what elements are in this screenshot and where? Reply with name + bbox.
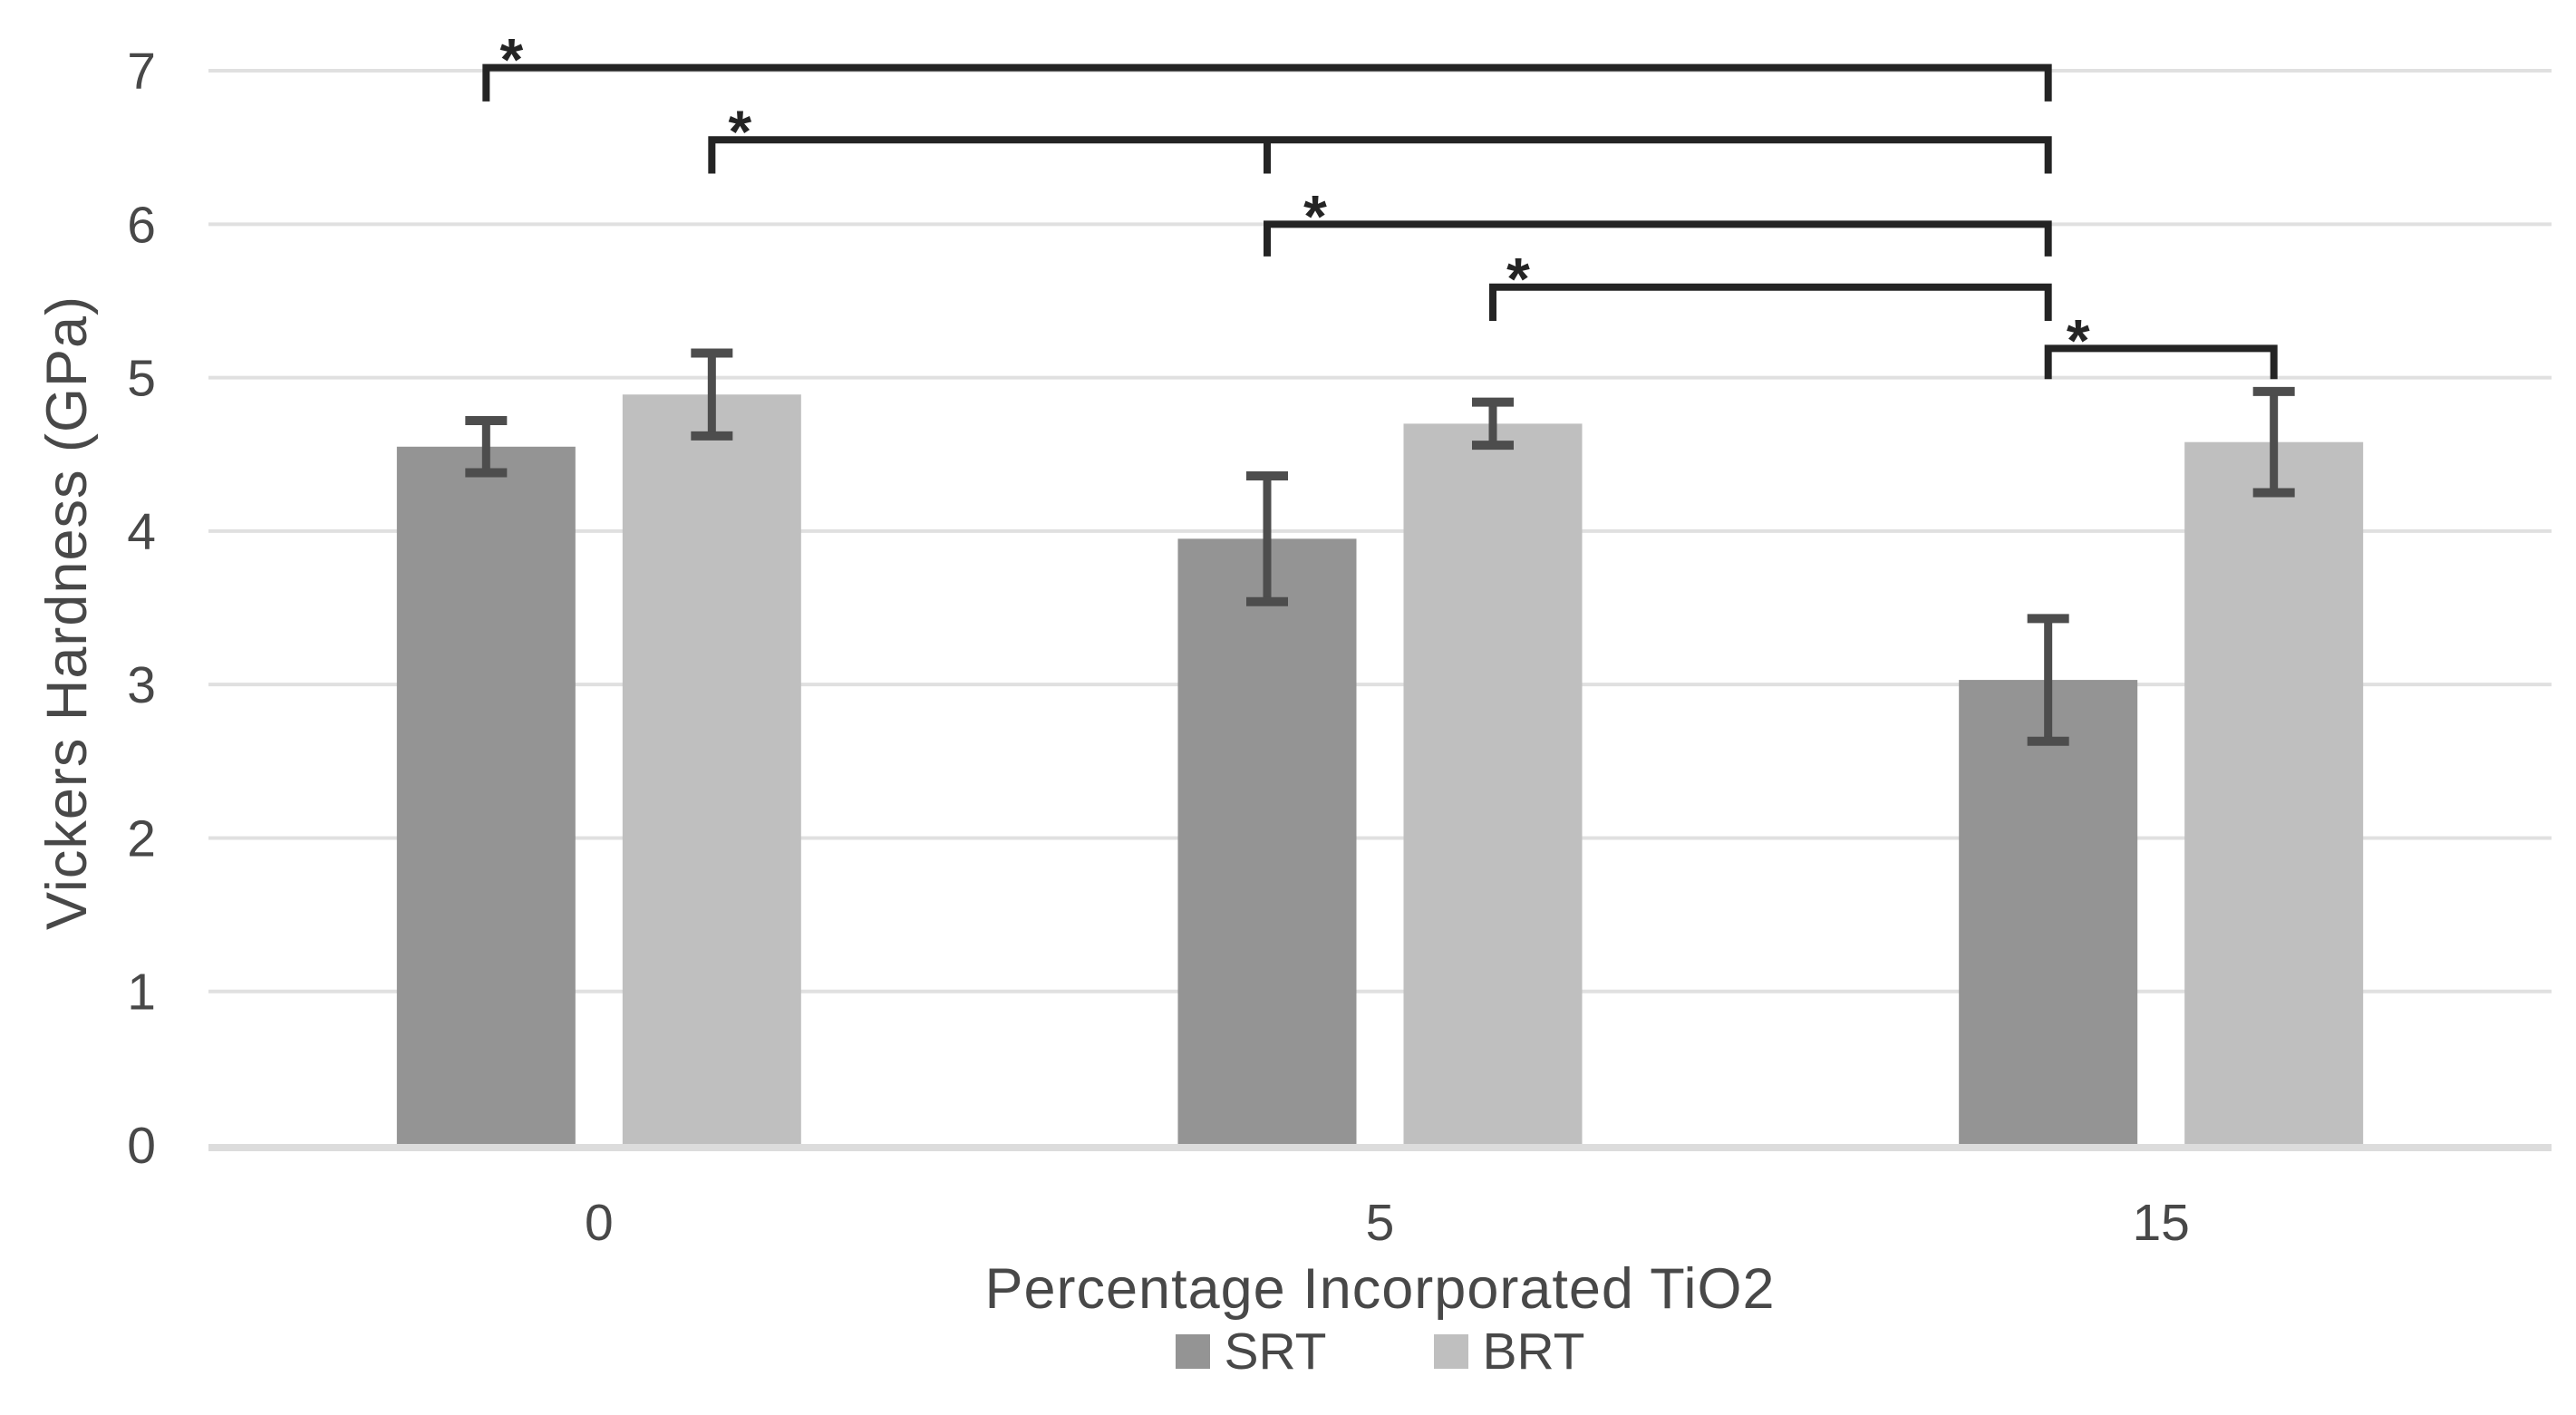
legend: SRT BRT [208, 1322, 2552, 1381]
y-tick-label-0: 0 [127, 1117, 156, 1175]
x-tick-label-5: 5 [1366, 1194, 1395, 1252]
significance-bracket-5 [2044, 344, 2278, 380]
y-tick-label-4: 4 [127, 503, 156, 561]
significance-star-1: * [499, 26, 523, 93]
y-axis-title: Vickers Hardness (GPa) [35, 295, 99, 931]
y-tick-label-6: 6 [127, 196, 156, 254]
significance-bracket-2 [708, 136, 2052, 174]
legend-item-srt: SRT [1175, 1322, 1327, 1381]
x-tick-label-0: 0 [585, 1194, 614, 1252]
y-tick-label-3: 3 [127, 656, 156, 714]
y-tick-label-1: 1 [127, 964, 156, 1022]
legend-item-brt: BRT [1433, 1322, 1585, 1381]
significance-star-4: * [1506, 246, 1530, 313]
significance-star-5: * [2067, 306, 2090, 373]
significance-bracket-4 [1489, 283, 2052, 321]
bar-brt-0 [622, 394, 801, 1145]
legend-swatch-brt [1433, 1334, 1468, 1369]
y-tick-label-2: 2 [127, 809, 156, 867]
legend-swatch-srt [1175, 1334, 1210, 1369]
legend-label-srt: SRT [1224, 1323, 1327, 1381]
significance-bracket-1 [482, 63, 2052, 102]
significance-star-2: * [728, 98, 751, 165]
x-axis-title: Percentage Incorporated TiO2 [984, 1257, 1776, 1321]
significance-bracket-3 [1264, 220, 2052, 257]
x-tick-label-15: 15 [2132, 1194, 2189, 1252]
significance-star-3: * [1303, 182, 1327, 249]
bar-srt-0 [396, 446, 576, 1145]
bar-brt-15 [2184, 441, 2364, 1145]
bar-srt-15 [1959, 680, 2138, 1145]
bar-brt-5 [1403, 423, 1583, 1145]
legend-label-brt: BRT [1482, 1323, 1585, 1381]
bar-srt-5 [1177, 538, 1357, 1145]
y-tick-label-7: 7 [127, 43, 156, 101]
y-tick-label-5: 5 [127, 350, 156, 408]
